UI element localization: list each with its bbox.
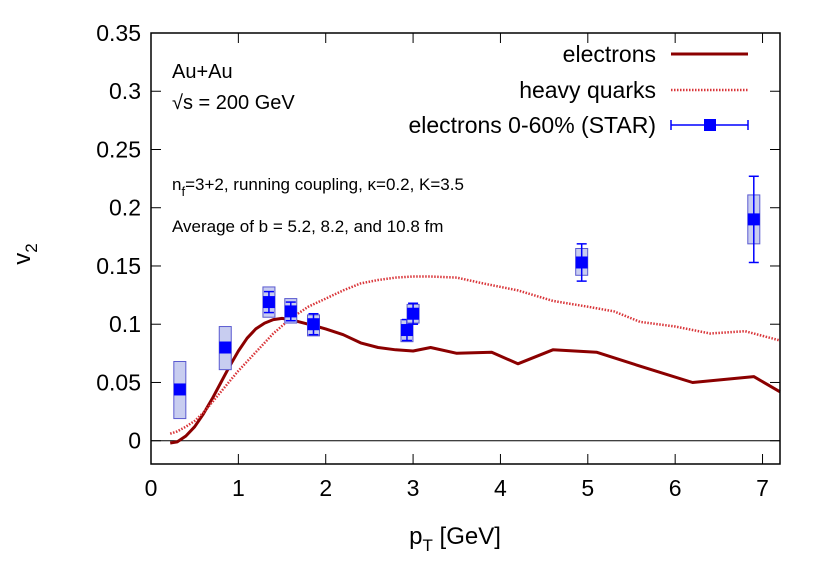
x-tick-label: 5 [581, 475, 594, 501]
star-data-point [284, 305, 297, 318]
plot-frame [150, 32, 781, 465]
x-tick-label: 1 [232, 475, 245, 501]
star-data-point [400, 324, 413, 337]
x-tick-label: 7 [756, 475, 769, 501]
y-tick-label: 0.15 [96, 253, 141, 279]
y-tick-label: 0.2 [109, 195, 141, 221]
plot-area [151, 175, 781, 445]
y-tick-label: 0 [128, 428, 141, 454]
star-data-point [575, 256, 588, 269]
legend-label-heavy-quarks: heavy quarks [519, 77, 656, 103]
y-tick-label: 0.3 [109, 78, 141, 104]
y-axis-title: v2 [9, 243, 41, 264]
legend-label-electrons: electrons [563, 41, 656, 67]
star-data-point [173, 383, 186, 396]
x-tick-label: 2 [319, 475, 332, 501]
x-tick-label: 4 [494, 475, 507, 501]
star-data-point [307, 318, 320, 331]
x-tick-label: 0 [145, 475, 158, 501]
annotation-params: nf=3+2, running coupling, κ=0.2, K=3.5 [172, 175, 464, 199]
legend-swatch-star-marker [704, 119, 716, 131]
legend: electrons heavy quarks electrons 0-60% (… [408, 41, 749, 138]
annotation-system: Au+Au [172, 61, 233, 83]
series-line-electrons [169, 316, 781, 445]
star-data-point [262, 296, 275, 309]
x-axis-title: pT [GeV] [409, 523, 501, 555]
star-data-point [747, 213, 760, 226]
x-tick-label: 6 [669, 475, 682, 501]
series-line-heavy-quarks [169, 275, 781, 435]
y-tick-label: 0.05 [96, 369, 141, 395]
x-tick-label: 3 [407, 475, 420, 501]
y-tick-label: 0.35 [96, 20, 141, 46]
y-axis-ticks: 0 0.05 0.1 0.15 0.2 0.25 0.3 0.35 [96, 20, 780, 454]
y-tick-label: 0.1 [109, 311, 141, 337]
star-data-point [407, 307, 420, 320]
legend-label-star: electrons 0-60% (STAR) [408, 112, 656, 138]
star-data-point [219, 341, 232, 354]
annotation-average: Average of b = 5.2, 8.2, and 10.8 fm [172, 217, 443, 236]
annotation-energy: √s = 200 GeV [172, 92, 295, 114]
x-axis-ticks: 0 1 2 3 4 5 6 7 [145, 33, 769, 501]
y-tick-label: 0.25 [96, 136, 141, 162]
